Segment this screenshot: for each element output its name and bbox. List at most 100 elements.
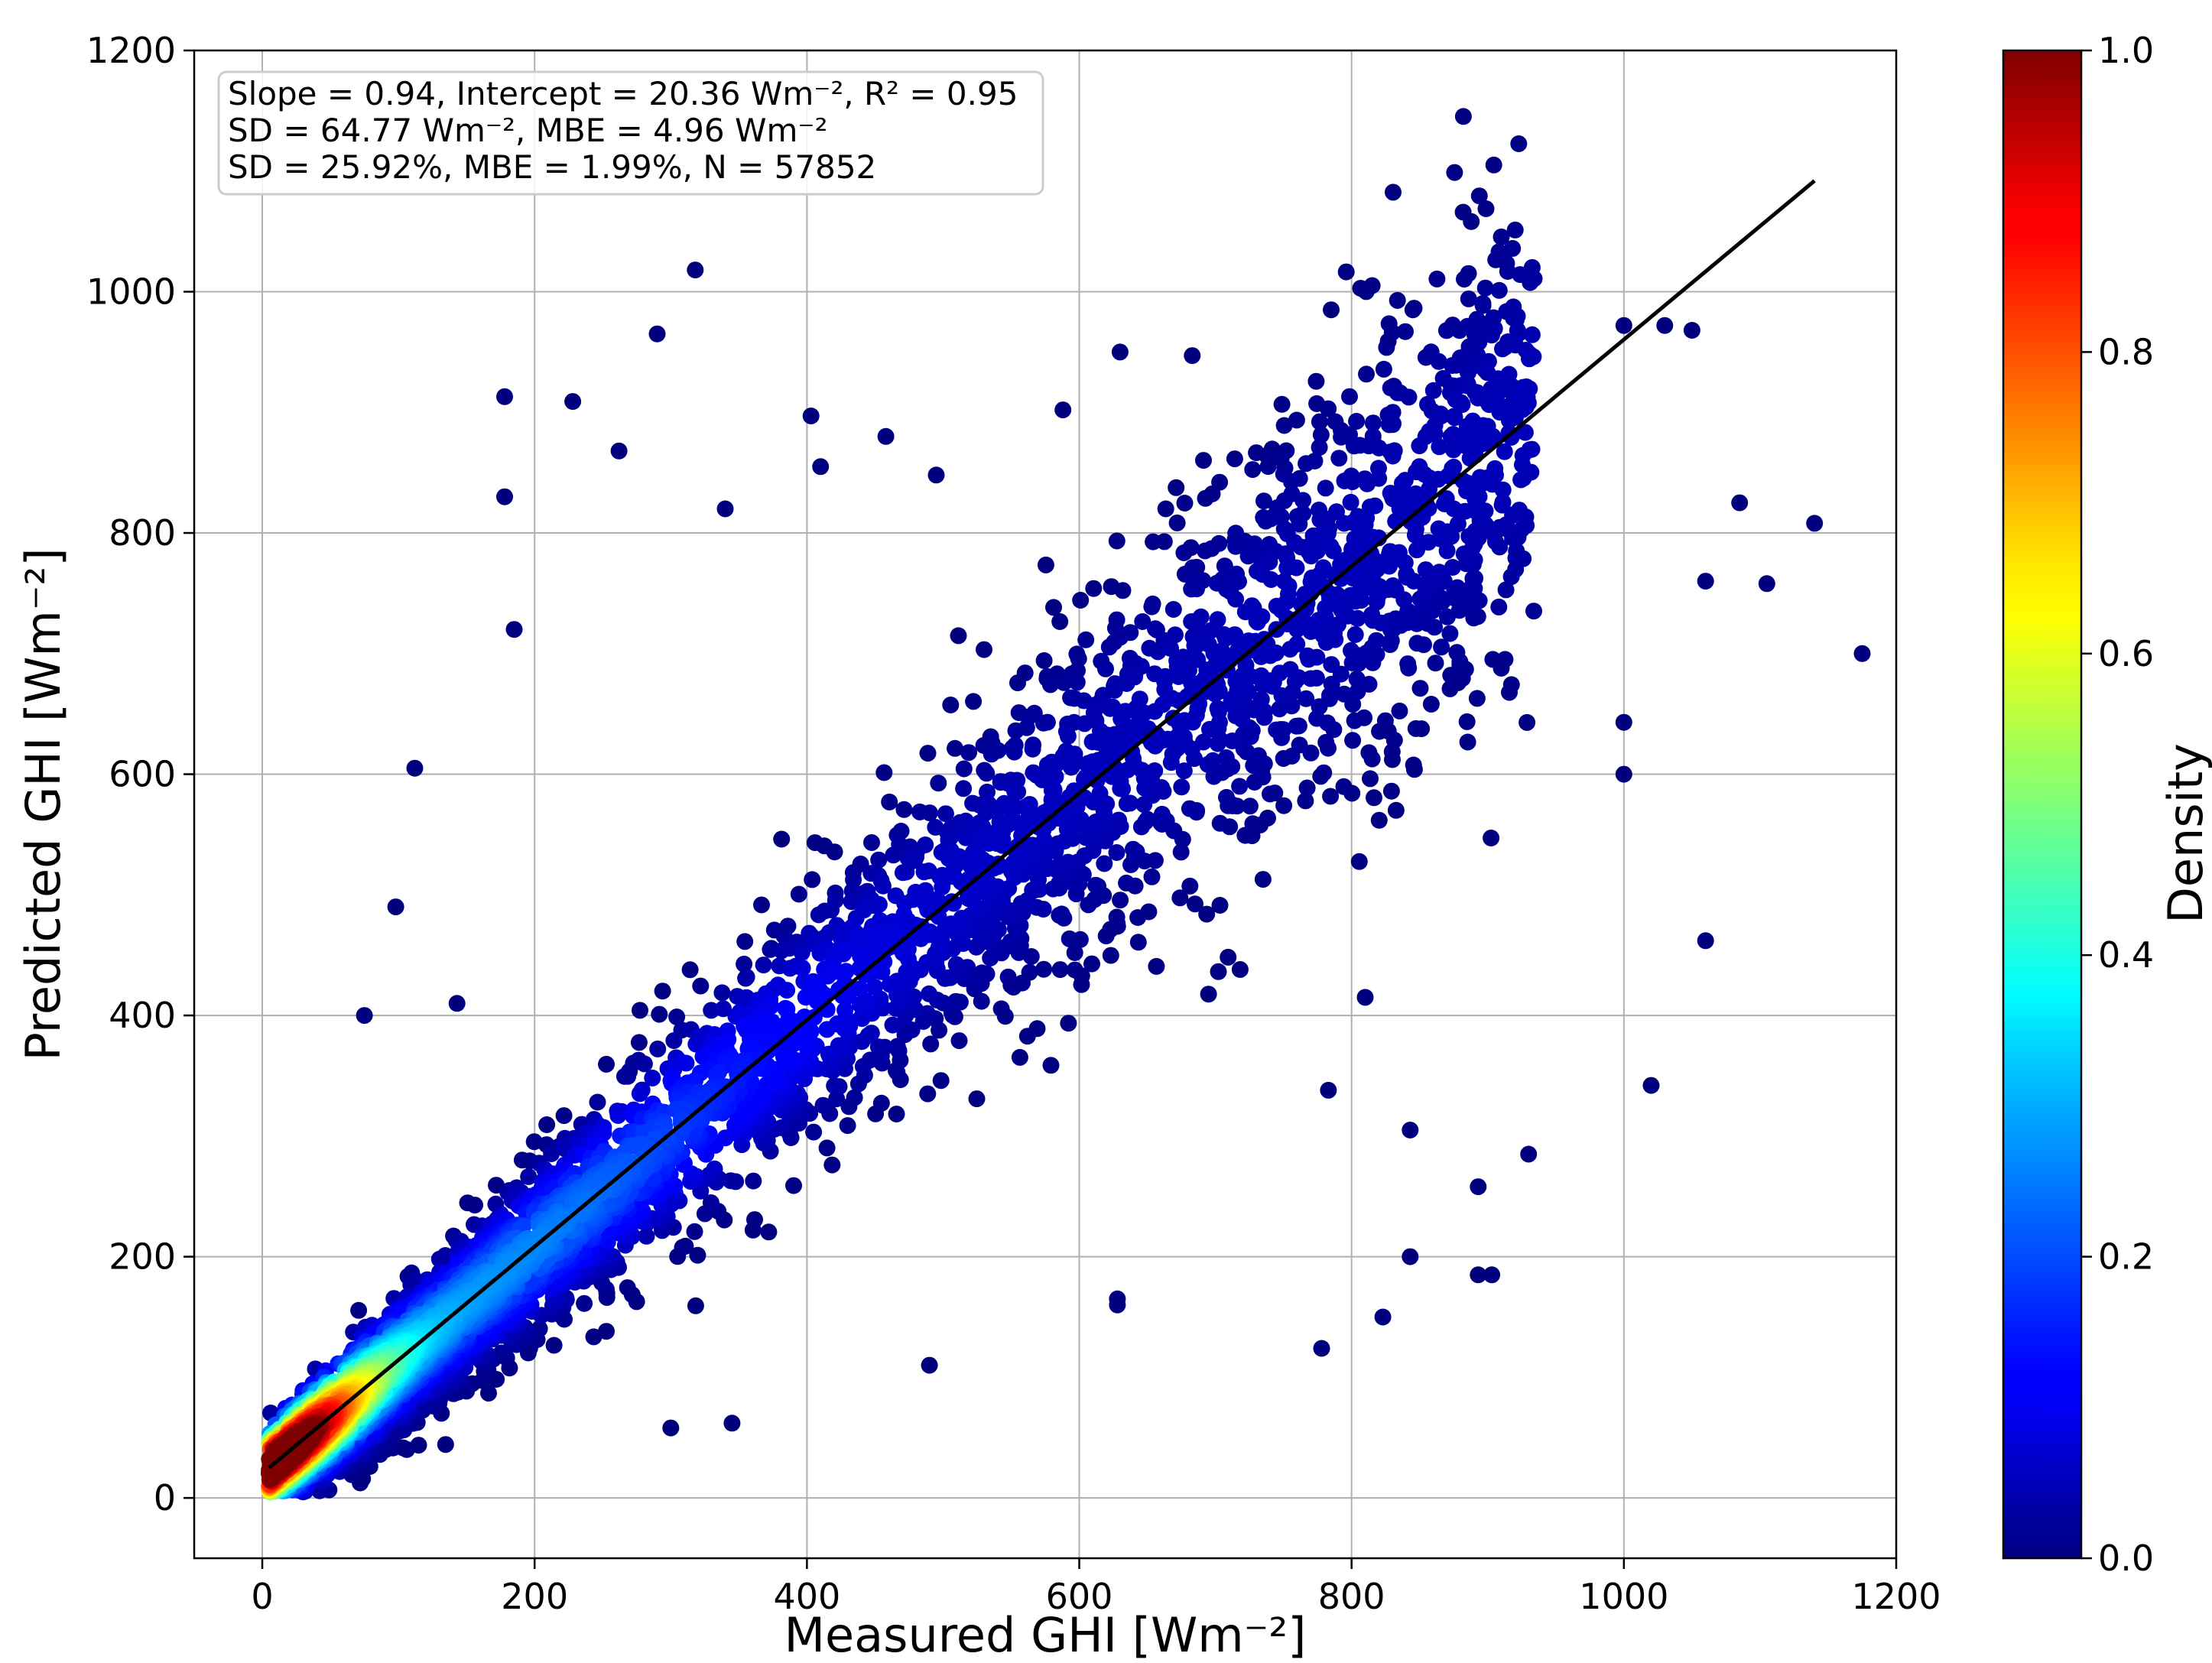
scatter-point — [1520, 1146, 1537, 1163]
scatter-point — [1072, 592, 1089, 609]
scatter-point — [1364, 278, 1381, 294]
scatter-point — [1378, 339, 1395, 356]
scatter-point — [1464, 570, 1481, 587]
scatter-point — [745, 1173, 762, 1190]
scatter-point — [1616, 766, 1632, 783]
scatter-point — [746, 1211, 763, 1228]
scatter-point — [827, 843, 843, 860]
scatter-point — [1200, 986, 1217, 1002]
scatter-point — [1036, 652, 1053, 669]
scatter-point — [1169, 515, 1186, 531]
scatter-point — [1051, 907, 1067, 924]
scatter-point — [921, 986, 937, 1002]
scatter-point — [1358, 365, 1375, 382]
scatter-point — [1067, 962, 1083, 979]
scatter-point — [1039, 714, 1056, 731]
scatter-point — [1158, 501, 1174, 518]
scatter-point — [356, 1007, 373, 1024]
scatter-point — [919, 1086, 936, 1103]
scatter-point — [1281, 641, 1298, 658]
scatter-point — [1376, 361, 1392, 378]
scatter-point — [1402, 1122, 1418, 1138]
scatter-point — [1388, 802, 1405, 819]
scatter-point — [1616, 317, 1632, 334]
scatter-point — [921, 804, 938, 821]
scatter-point — [737, 970, 754, 987]
scatter-point — [576, 1295, 593, 1312]
scatter-point — [1522, 274, 1538, 291]
scatter-point — [1118, 875, 1135, 892]
scatter-point — [803, 408, 820, 424]
scatter-point — [823, 1157, 840, 1174]
scatter-point — [590, 1094, 606, 1111]
scatter-point — [1448, 644, 1465, 661]
scatter-point — [888, 1106, 905, 1122]
scatter-point — [649, 1041, 666, 1057]
scatter-point — [1268, 722, 1285, 739]
scatter-point — [1323, 301, 1340, 318]
scatter-point — [1212, 815, 1229, 832]
scatter-point — [1684, 322, 1700, 339]
scatter-point — [1291, 470, 1308, 487]
scatter-point — [1411, 437, 1428, 454]
scatter-point — [1455, 108, 1472, 125]
scatter-point — [948, 956, 965, 973]
scatter-point — [736, 933, 753, 950]
scatter-point — [1349, 671, 1366, 687]
scatter-point — [1341, 388, 1358, 405]
scatter-point — [1731, 495, 1748, 512]
scatter-point — [1291, 736, 1308, 753]
scatter-point — [1323, 656, 1340, 673]
scatter-point — [1210, 535, 1227, 552]
scatter-point — [1314, 1340, 1330, 1357]
scatter-point — [1061, 931, 1078, 947]
scatter-point — [619, 1279, 636, 1296]
scatter-point — [632, 1002, 648, 1018]
scatter-point — [1483, 326, 1500, 343]
scatter-point — [1109, 533, 1125, 550]
scatter-point — [1431, 521, 1447, 538]
scatter-point — [1459, 713, 1476, 730]
scatter-point — [1188, 580, 1205, 597]
scatter-point — [965, 693, 982, 710]
scatter-point — [1504, 240, 1521, 257]
scatter-point — [687, 1298, 704, 1314]
scatter-point — [1854, 645, 1871, 662]
scatter-point — [960, 744, 977, 761]
scatter-point — [1097, 661, 1114, 677]
scatter-point — [1218, 789, 1235, 806]
scatter-point — [1384, 416, 1401, 433]
scatter-point — [1156, 533, 1173, 550]
scatter-point — [1362, 770, 1379, 787]
scatter-point — [1441, 625, 1458, 642]
scatter-point — [1288, 560, 1305, 577]
scatter-point — [1069, 674, 1086, 690]
scatter-point — [1343, 642, 1359, 659]
scatter-point — [1184, 347, 1200, 364]
scatter-point — [677, 1055, 694, 1072]
scatter-point — [1226, 450, 1243, 467]
scatter-point — [1483, 830, 1499, 846]
scatter-point — [956, 761, 973, 778]
scatter-point — [1643, 1077, 1660, 1094]
scatter-point — [1060, 728, 1077, 745]
scatter-point — [687, 261, 703, 278]
scatter-point — [1126, 668, 1143, 685]
scatter-point — [1408, 541, 1425, 558]
scatter-point — [682, 961, 699, 978]
scatter-point — [1385, 448, 1402, 465]
scatter-point — [812, 458, 829, 475]
scatter-point — [881, 794, 898, 810]
scatter-point — [921, 1357, 938, 1374]
scatter-point — [631, 1034, 648, 1051]
scatter-point — [1697, 573, 1714, 590]
scatter-point — [609, 1107, 626, 1124]
scatter-point — [1148, 958, 1164, 975]
scatter-point — [805, 1124, 822, 1141]
scatter-point — [723, 1415, 740, 1431]
scatter-point — [1412, 680, 1429, 697]
scatter-point — [1338, 264, 1355, 281]
scatter-point — [885, 1017, 901, 1034]
scatter-point — [1503, 676, 1520, 693]
